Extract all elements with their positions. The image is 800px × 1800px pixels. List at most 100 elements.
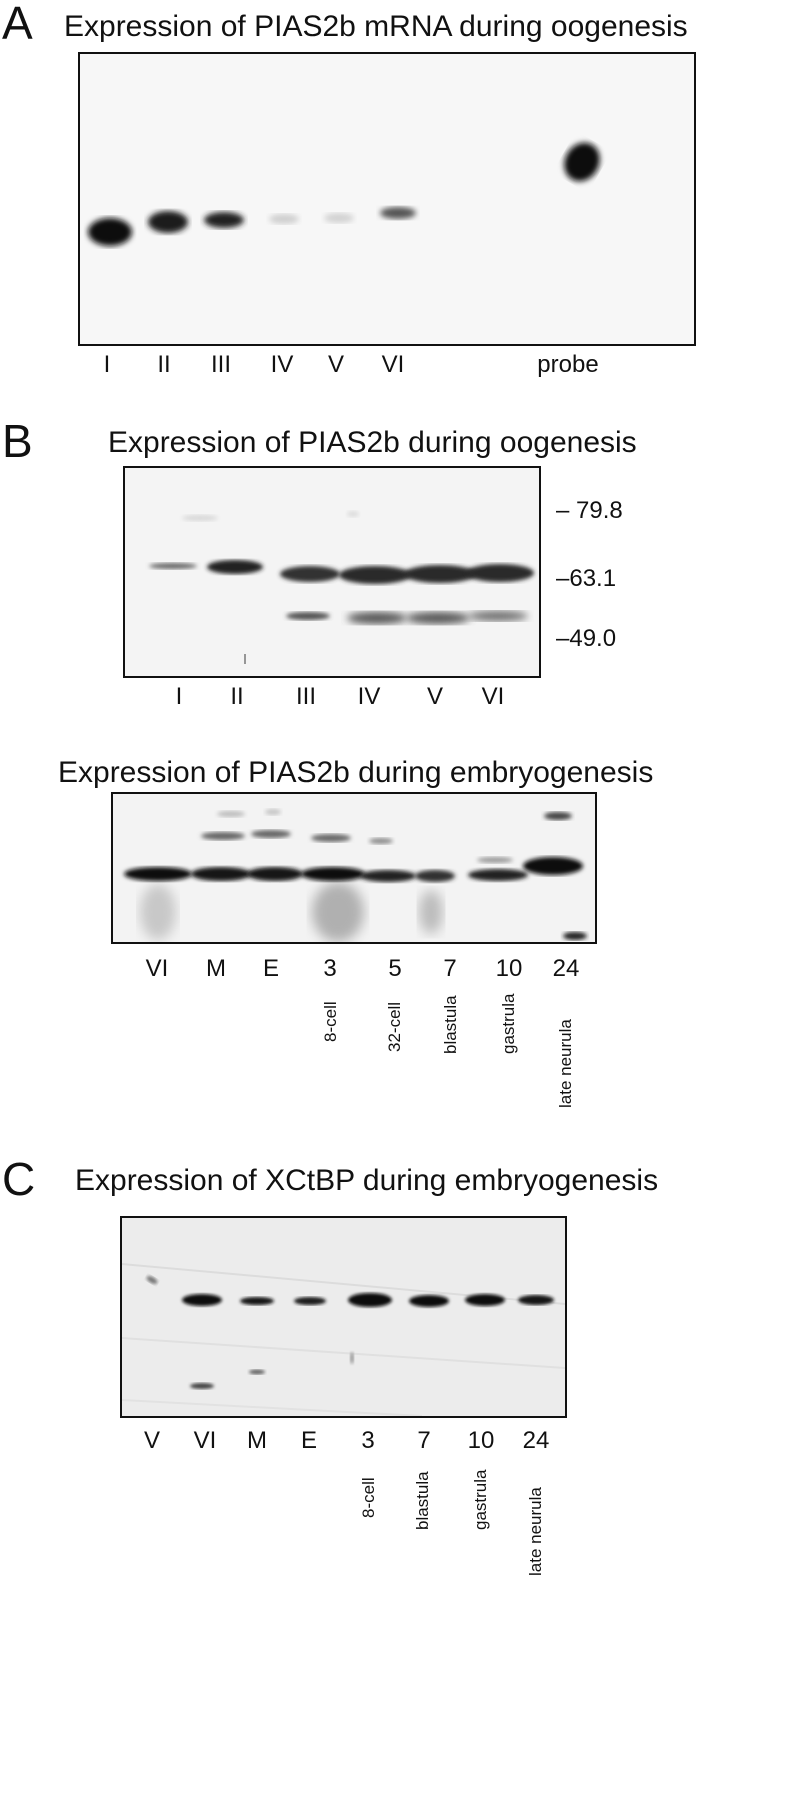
lane-label-b2-1: VI (145, 955, 169, 982)
e-top-faint-1 (217, 811, 245, 817)
c-streak-3 (122, 1399, 423, 1416)
stage-label-c-8-cell: 8-cell (359, 1477, 378, 1518)
lane-label-c-1: V (143, 1427, 161, 1454)
lane-label-b1-3: III (295, 683, 317, 710)
panel-c-blot (120, 1216, 567, 1418)
e-top-faint-2 (265, 809, 281, 815)
e-upper-lane-3 (251, 830, 291, 838)
band-a-probe (564, 142, 600, 182)
band-c-lane-4 (294, 1297, 326, 1305)
e-bottom-mark (563, 932, 587, 940)
lane-label-b1-5: V (426, 683, 444, 710)
mw-marker-63: –63.1 (556, 565, 617, 592)
band-b-upper-lane-5 (404, 565, 476, 583)
lane-label-c-5: 3 (361, 1427, 375, 1454)
panel-a-title: Expression of PIAS2b mRNA during oogenes… (64, 10, 688, 43)
band-b-upper-lane-1 (149, 563, 197, 569)
band-a-lane-6 (380, 207, 416, 219)
panel-b-oogenesis-blot (123, 466, 541, 678)
stage-label-c-gastrula: gastrula (471, 1469, 490, 1530)
panel-letter-a: A (2, 0, 33, 49)
lane-label-b1-6: VI (481, 683, 505, 710)
e-upper-lane-4 (311, 834, 351, 842)
e-smear-3 (419, 890, 443, 934)
lane-label-b1-2: II (230, 683, 244, 710)
lane-label-b2-5: 5 (388, 955, 402, 982)
e-upper-lane-5 (369, 838, 393, 844)
band-b-lower-lane-3 (286, 612, 330, 620)
panel-b-embryogenesis-title: Expression of PIAS2b during embryogenesi… (58, 756, 654, 789)
panel-a-blot-image (88, 142, 600, 246)
mw-marker-79: – 79.8 (556, 497, 623, 524)
e-main-lane-6 (415, 870, 455, 882)
band-c-lower-lane-3 (249, 1369, 265, 1375)
band-c-lane-3 (240, 1297, 274, 1305)
lane-label-b2-3: E (262, 955, 280, 982)
e-main-lane-4 (301, 867, 365, 881)
mw-marker-49: –49.0 (556, 625, 617, 652)
panel-a-blot (78, 52, 696, 346)
panel-letter-b: B (2, 415, 33, 467)
lane-label-b1-1: I (175, 683, 183, 710)
panel-b-embryogenesis-blot (111, 792, 597, 944)
lane-label-c-3: M (247, 1427, 267, 1454)
stage-label-b2-8-cell: 8-cell (321, 1001, 340, 1042)
e-main-lane-1 (124, 867, 192, 881)
band-c-lower-lane-2 (190, 1383, 214, 1389)
lane-label-c-7: 10 (467, 1427, 495, 1454)
band-b-upper-lane-4 (339, 566, 411, 584)
lane-label-a-5: V (327, 351, 345, 378)
e-main-lane-5 (360, 870, 416, 882)
stage-label-b2-late-neurula: late neurula (556, 1019, 575, 1108)
e-main-lane-8 (523, 857, 583, 875)
stage-label-b2-32-cell: 32-cell (385, 1001, 404, 1052)
band-a-lane-3 (204, 212, 244, 228)
e-main-lane-3 (247, 867, 303, 881)
band-a-lane-5 (324, 213, 354, 223)
band-c-lane-5 (348, 1293, 392, 1307)
band-b-lower-lane-6 (468, 611, 528, 621)
lane-label-b2-8: 24 (552, 955, 580, 982)
lane-label-b2-6: 7 (443, 955, 457, 982)
panel-c-title: Expression of XCtBP during embryogenesis (75, 1164, 659, 1197)
lane-label-b2-2: M (206, 955, 226, 982)
lane-label-a-probe: probe (537, 351, 599, 378)
panel-c-blot-image (122, 1263, 565, 1416)
b-faint-spot-1 (182, 515, 218, 521)
b-faint-spot-2 (347, 511, 359, 517)
band-b-upper-lane-3 (280, 566, 340, 582)
e-main-lane-2 (191, 867, 251, 881)
lane-label-a-6: VI (381, 351, 405, 378)
lane-label-a-2: II (157, 351, 171, 378)
lane-label-b1-4: IV (357, 683, 381, 710)
band-a-lane-4 (269, 214, 299, 224)
band-b-lower-lane-5 (406, 612, 470, 624)
c-speck-lane-1 (146, 1276, 158, 1284)
lane-label-c-4: E (300, 1427, 318, 1454)
stage-label-b2-blastula: blastula (441, 995, 460, 1054)
band-c-lane-7 (465, 1294, 505, 1306)
band-b-upper-lane-6 (466, 564, 534, 582)
lane-label-c-8: 24 (522, 1427, 550, 1454)
e-upper-lane-2 (201, 832, 245, 840)
stage-label-c-late-neurula: late neurula (526, 1487, 545, 1576)
band-a-lane-2 (148, 211, 188, 233)
lane-label-a-3: III (210, 351, 232, 378)
e-upper-lane-7 (477, 857, 513, 863)
e-smear-2 (312, 882, 364, 942)
lane-label-a-1: I (103, 351, 111, 378)
lane-label-a-4: IV (270, 351, 294, 378)
lane-label-b2-7: 10 (495, 955, 523, 982)
e-main-lane-7 (468, 869, 528, 881)
band-b-upper-lane-2 (207, 560, 263, 574)
e-upper-lane-8 (544, 812, 572, 820)
stage-label-b2-gastrula: gastrula (499, 993, 518, 1054)
lane-label-c-2: VI (193, 1427, 217, 1454)
panel-letter-c: C (2, 1153, 36, 1205)
panel-b-embryogenesis-blot-image (124, 809, 587, 942)
panel-b-oogenesis-title: Expression of PIAS2b during oogenesis (108, 426, 637, 459)
band-c-lane-2 (182, 1294, 222, 1306)
lane-label-b2-4: 3 (323, 955, 337, 982)
lane-label-c-6: 7 (417, 1427, 431, 1454)
band-a-lane-1 (88, 218, 132, 246)
